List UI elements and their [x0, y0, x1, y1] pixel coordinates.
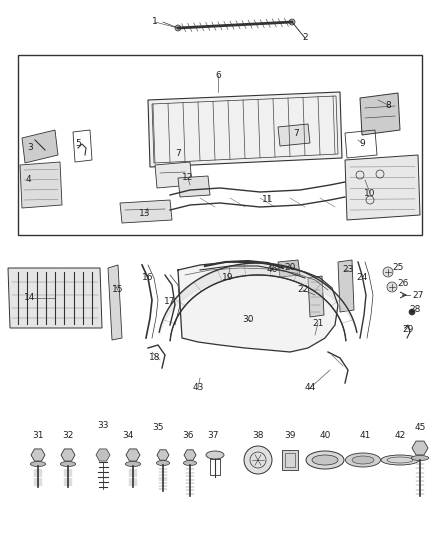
Polygon shape — [345, 155, 420, 220]
Text: 9: 9 — [359, 139, 365, 148]
Text: 23: 23 — [343, 265, 354, 274]
Text: 2: 2 — [302, 34, 308, 43]
Text: 13: 13 — [139, 208, 151, 217]
Polygon shape — [360, 93, 400, 135]
Text: 8: 8 — [385, 101, 391, 109]
Text: 19: 19 — [222, 273, 234, 282]
Text: 5: 5 — [75, 139, 81, 148]
Ellipse shape — [346, 453, 381, 467]
Polygon shape — [412, 441, 428, 455]
Text: 7: 7 — [175, 149, 181, 157]
Text: 7: 7 — [293, 128, 299, 138]
Polygon shape — [278, 260, 300, 277]
Polygon shape — [278, 124, 310, 146]
Ellipse shape — [411, 456, 429, 461]
Ellipse shape — [125, 462, 141, 466]
Text: 44: 44 — [304, 384, 316, 392]
Text: 25: 25 — [392, 263, 404, 272]
Text: 3: 3 — [27, 143, 33, 152]
Text: 32: 32 — [62, 431, 74, 440]
Text: 29: 29 — [403, 326, 413, 335]
Polygon shape — [308, 276, 324, 317]
Text: 45: 45 — [414, 424, 426, 432]
Ellipse shape — [312, 455, 338, 465]
Text: 46: 46 — [266, 265, 278, 274]
Circle shape — [409, 309, 415, 315]
Polygon shape — [155, 162, 192, 188]
Text: 24: 24 — [357, 273, 367, 282]
Polygon shape — [8, 268, 102, 328]
Text: 33: 33 — [97, 421, 109, 430]
Text: 22: 22 — [297, 286, 309, 295]
Circle shape — [289, 19, 295, 25]
Text: 30: 30 — [242, 316, 254, 325]
Bar — [285, 453, 295, 467]
Ellipse shape — [352, 456, 374, 464]
Polygon shape — [126, 449, 140, 461]
Text: 27: 27 — [412, 290, 424, 300]
Text: 4: 4 — [25, 175, 31, 184]
Text: 39: 39 — [284, 431, 296, 440]
Ellipse shape — [381, 455, 419, 465]
Text: 11: 11 — [262, 196, 274, 205]
Ellipse shape — [306, 451, 344, 469]
Polygon shape — [157, 450, 169, 460]
Text: 16: 16 — [142, 273, 154, 282]
Polygon shape — [96, 449, 110, 461]
Polygon shape — [184, 450, 196, 460]
Polygon shape — [61, 449, 75, 461]
Text: 43: 43 — [192, 384, 204, 392]
Ellipse shape — [184, 461, 197, 465]
Polygon shape — [148, 92, 342, 167]
Polygon shape — [178, 176, 210, 197]
Polygon shape — [178, 262, 338, 352]
Text: 28: 28 — [410, 305, 420, 314]
Text: 15: 15 — [112, 286, 124, 295]
Text: 40: 40 — [319, 431, 331, 440]
Polygon shape — [22, 130, 58, 163]
Polygon shape — [108, 265, 122, 340]
Circle shape — [244, 446, 272, 474]
Polygon shape — [338, 260, 354, 312]
Text: 6: 6 — [215, 70, 221, 79]
Text: 20: 20 — [284, 263, 296, 272]
Polygon shape — [20, 162, 62, 208]
Text: 1: 1 — [152, 18, 158, 27]
Text: 12: 12 — [182, 174, 194, 182]
Text: 35: 35 — [152, 424, 164, 432]
Text: 37: 37 — [207, 431, 219, 440]
Circle shape — [383, 267, 393, 277]
Text: 10: 10 — [364, 189, 376, 198]
Ellipse shape — [60, 462, 76, 466]
Circle shape — [387, 282, 397, 292]
Bar — [282, 450, 298, 470]
Text: 41: 41 — [359, 431, 371, 440]
Circle shape — [175, 25, 181, 31]
Text: 42: 42 — [394, 431, 406, 440]
Text: 14: 14 — [25, 294, 35, 303]
Polygon shape — [31, 449, 45, 461]
Text: 34: 34 — [122, 431, 134, 440]
Text: 31: 31 — [32, 431, 44, 440]
Ellipse shape — [156, 461, 170, 465]
Bar — [18, 55, 422, 235]
Text: 36: 36 — [182, 431, 194, 440]
Text: 17: 17 — [164, 297, 176, 306]
Polygon shape — [120, 200, 172, 223]
Text: 38: 38 — [252, 431, 264, 440]
Text: 18: 18 — [149, 353, 161, 362]
Text: 21: 21 — [312, 319, 324, 327]
Text: 26: 26 — [397, 279, 409, 287]
Ellipse shape — [206, 451, 224, 459]
Ellipse shape — [30, 462, 46, 466]
